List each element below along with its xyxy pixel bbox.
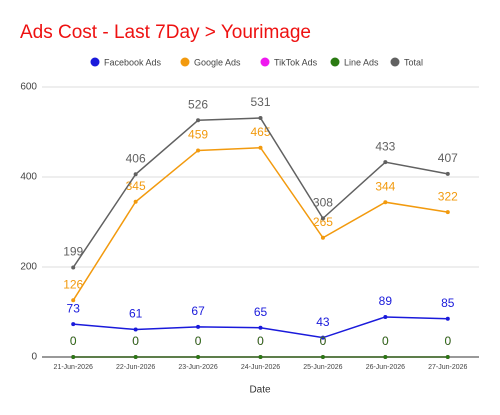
x-tick-label: 23-Jun-2026 bbox=[178, 364, 217, 371]
data-point bbox=[383, 160, 388, 165]
data-point bbox=[258, 145, 263, 150]
data-point bbox=[133, 327, 138, 332]
data-label: 73 bbox=[67, 301, 81, 315]
data-point bbox=[71, 355, 76, 359]
data-point bbox=[71, 265, 76, 270]
data-label: 199 bbox=[63, 245, 83, 259]
data-label: 126 bbox=[63, 277, 83, 291]
data-label: 322 bbox=[438, 189, 458, 203]
data-label: 465 bbox=[250, 125, 270, 139]
y-tick-label: 200 bbox=[20, 262, 37, 273]
data-point bbox=[320, 216, 325, 221]
x-tick-label: 22-Jun-2026 bbox=[116, 364, 155, 371]
data-label: 0 bbox=[195, 334, 202, 348]
y-tick-label: 400 bbox=[20, 172, 37, 183]
data-point bbox=[383, 200, 388, 205]
legend-marker bbox=[260, 57, 270, 67]
data-label: 433 bbox=[375, 139, 395, 153]
data-label: 0 bbox=[70, 334, 77, 348]
x-tick-label: 27-Jun-2026 bbox=[428, 364, 467, 371]
data-point bbox=[320, 335, 325, 340]
data-point bbox=[445, 355, 450, 359]
data-label: 0 bbox=[70, 334, 77, 348]
data-point bbox=[71, 298, 76, 303]
data-label: 406 bbox=[126, 151, 146, 165]
data-point bbox=[71, 322, 76, 327]
data-label: 0 bbox=[320, 334, 327, 348]
data-label: 0 bbox=[444, 334, 451, 348]
chart-title: Ads Cost - Last 7Day > Yourimage bbox=[20, 22, 311, 43]
y-tick-label: 0 bbox=[31, 352, 37, 363]
data-point bbox=[258, 325, 263, 330]
data-label: 308 bbox=[313, 196, 333, 210]
data-point bbox=[133, 172, 138, 177]
data-label: 459 bbox=[188, 128, 208, 142]
data-label: 65 bbox=[254, 305, 268, 319]
data-point bbox=[445, 210, 450, 215]
legend-marker bbox=[90, 57, 100, 67]
legend-label: Facebook Ads bbox=[104, 57, 162, 67]
data-label: 407 bbox=[438, 151, 458, 165]
x-axis-label: Date bbox=[249, 385, 271, 396]
legend-label: Line Ads bbox=[344, 57, 379, 67]
data-label: 0 bbox=[132, 334, 139, 348]
data-point bbox=[196, 324, 201, 329]
data-label: 0 bbox=[195, 334, 202, 348]
data-label: 89 bbox=[379, 294, 393, 308]
x-tick-label: 25-Jun-2026 bbox=[303, 364, 342, 371]
data-point bbox=[133, 355, 138, 359]
x-tick-label: 26-Jun-2026 bbox=[366, 364, 405, 371]
series-line bbox=[72, 146, 448, 301]
data-label: 0 bbox=[444, 334, 451, 348]
data-label: 0 bbox=[320, 334, 327, 348]
data-label: 0 bbox=[257, 334, 264, 348]
data-label: 526 bbox=[188, 97, 208, 111]
legend-marker bbox=[330, 57, 340, 67]
data-point bbox=[320, 235, 325, 240]
data-label: 0 bbox=[382, 334, 389, 348]
data-label: 0 bbox=[382, 334, 389, 348]
legend-marker bbox=[180, 57, 190, 67]
data-point bbox=[320, 355, 325, 359]
legend-marker bbox=[390, 57, 400, 67]
data-point bbox=[258, 355, 263, 359]
data-point bbox=[196, 118, 201, 123]
data-label: 0 bbox=[257, 334, 264, 348]
data-point bbox=[196, 355, 201, 359]
data-point bbox=[196, 148, 201, 153]
legend-label: Total bbox=[404, 57, 423, 67]
data-label: 85 bbox=[441, 296, 455, 310]
data-point bbox=[383, 355, 388, 359]
data-label: 43 bbox=[316, 315, 330, 329]
data-point bbox=[445, 171, 450, 176]
data-label: 67 bbox=[191, 304, 205, 318]
data-point bbox=[258, 116, 263, 121]
legend-label: TikTok Ads bbox=[274, 57, 318, 67]
data-label: 61 bbox=[129, 307, 143, 321]
data-label: 344 bbox=[375, 179, 395, 193]
data-point bbox=[445, 316, 450, 321]
data-label: 0 bbox=[132, 334, 139, 348]
y-tick-label: 600 bbox=[20, 82, 37, 93]
data-point bbox=[133, 199, 138, 204]
data-label: 531 bbox=[250, 95, 270, 109]
legend-label: Google Ads bbox=[194, 57, 241, 67]
x-tick-label: 21-Jun-2026 bbox=[54, 364, 93, 371]
data-label: 265 bbox=[313, 215, 333, 229]
data-point bbox=[383, 314, 388, 319]
x-tick-label: 24-Jun-2026 bbox=[241, 364, 280, 371]
